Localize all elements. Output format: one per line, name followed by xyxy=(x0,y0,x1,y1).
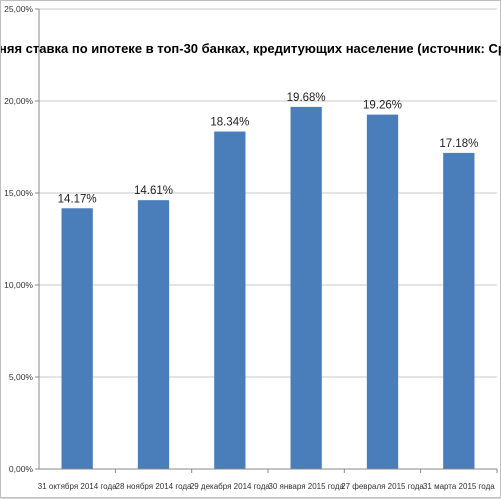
bars xyxy=(61,106,475,469)
x-tick-label: 27 февраля 2015 года xyxy=(341,482,424,491)
x-tick-label: 30 января 2015 года xyxy=(268,482,344,491)
bar xyxy=(366,114,399,469)
data-label: 18.34% xyxy=(210,117,249,129)
data-label: 14.17% xyxy=(58,193,97,205)
chart-title: Средняя ставка по ипотеке в топ-30 банка… xyxy=(1,41,501,56)
data-label: 19.26% xyxy=(363,100,402,112)
bar xyxy=(61,208,93,469)
data-label: 17.18% xyxy=(439,138,478,150)
gridlines xyxy=(39,8,497,378)
bar xyxy=(290,106,322,469)
data-label: 19.68% xyxy=(287,92,326,104)
bar xyxy=(443,152,475,469)
y-tick-label: 10,00% xyxy=(4,280,33,290)
bar xyxy=(137,200,170,469)
y-tick-label: 5,00% xyxy=(9,372,34,382)
x-tick-label: 31 октября 2014 года xyxy=(38,482,117,491)
y-tick-label: 25,00% xyxy=(4,4,33,14)
x-tick-label: 28 ноября 2014 года xyxy=(116,482,193,491)
y-tick-label: 15,00% xyxy=(4,188,33,198)
y-tick-label: 20,00% xyxy=(4,96,33,106)
x-tick-label: 31 марта 2015 года xyxy=(423,482,495,491)
x-tick-label: 29 декабря 2014 года xyxy=(190,482,271,491)
labels: 0,00% 5,00% 10,00% 15,00% 20,00% 25,00% 14.17%… xyxy=(4,4,495,491)
y-tick-label: 0,00% xyxy=(9,464,34,474)
data-label: 14.61% xyxy=(134,185,173,197)
axes xyxy=(35,8,498,473)
bar xyxy=(214,131,246,469)
